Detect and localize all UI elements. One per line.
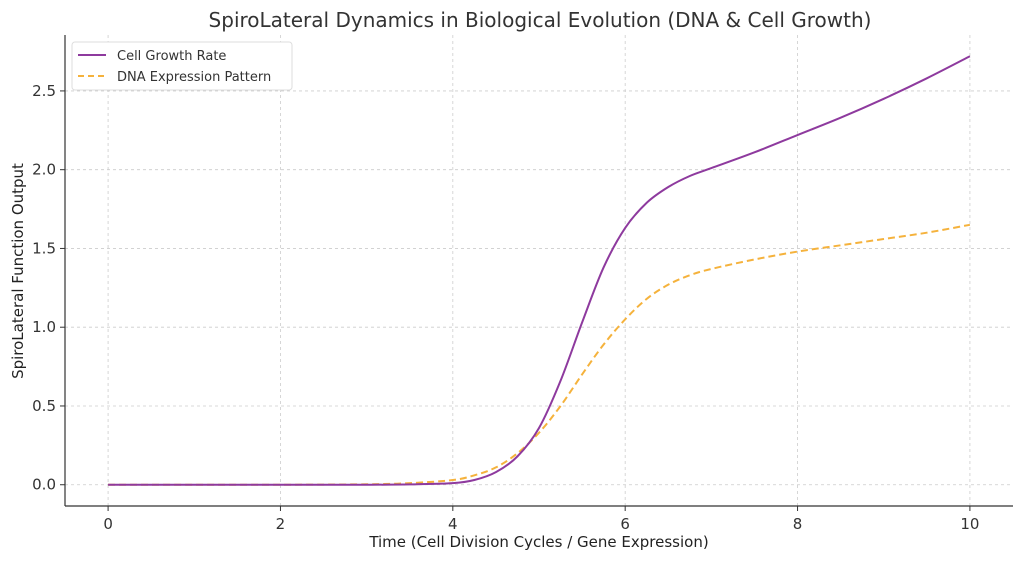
legend-label-dna-expression: DNA Expression Pattern — [117, 70, 271, 85]
series-line-cell-growth-rate — [108, 55, 971, 486]
x-tick-label: 4 — [448, 515, 458, 533]
x-tick-label: 0 — [103, 515, 113, 533]
y-tick-label: 0.0 — [32, 476, 56, 494]
y-axis-label: SpiroLateral Function Output — [9, 163, 27, 379]
y-ticks: 0.0 0.5 1.0 1.5 2.0 2.5 — [32, 82, 65, 494]
legend: Cell Growth Rate DNA Expression Pattern — [71, 41, 293, 91]
series-group — [108, 55, 971, 486]
x-tick-label: 6 — [620, 515, 630, 533]
x-tick-label: 2 — [276, 515, 286, 533]
y-tick-label: 1.5 — [32, 239, 56, 257]
y-tick-label: 0.5 — [32, 397, 56, 415]
chart-title: SpiroLateral Dynamics in Biological Evol… — [209, 8, 872, 32]
x-tick-label: 10 — [960, 515, 979, 533]
series-line-dna-expression-pattern — [108, 223, 971, 486]
x-axis-label: Time (Cell Division Cycles / Gene Expres… — [368, 533, 708, 551]
legend-box — [71, 41, 293, 91]
y-tick-label: 2.5 — [32, 82, 56, 100]
legend-label-cell-growth: Cell Growth Rate — [117, 49, 226, 64]
y-tick-label: 2.0 — [32, 161, 56, 179]
x-tick-label: 8 — [793, 515, 803, 533]
x-ticks: 0 2 4 6 8 10 — [103, 506, 979, 533]
y-tick-label: 1.0 — [32, 318, 56, 336]
